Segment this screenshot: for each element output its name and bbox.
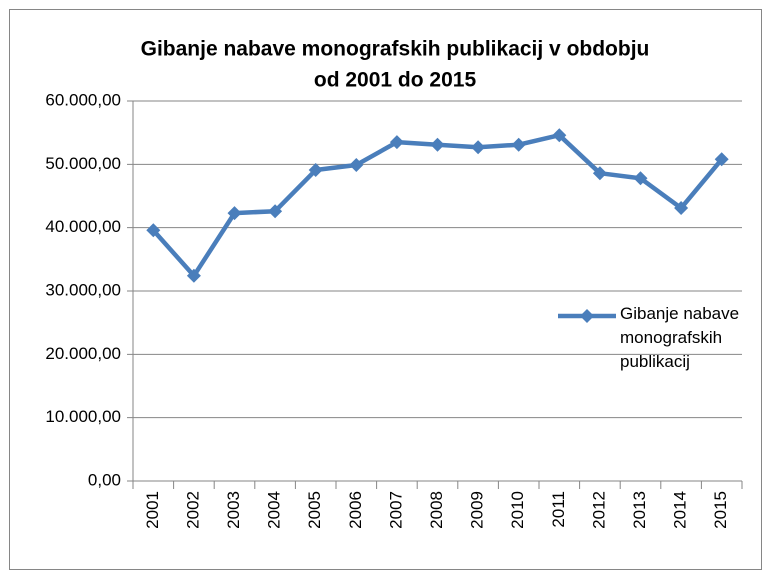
marker xyxy=(430,137,445,152)
marker xyxy=(349,157,364,172)
marker xyxy=(511,137,526,152)
marker xyxy=(552,128,567,143)
y-tick-label: 60.000,00 xyxy=(45,90,121,109)
x-tick-label: 2014 xyxy=(671,491,690,529)
chart-title: Gibanje nabave monografskih publikacij v… xyxy=(141,38,650,61)
x-tick-label: 2004 xyxy=(265,491,284,529)
x-tick-label: 2013 xyxy=(630,491,649,529)
x-tick-label: 2009 xyxy=(468,491,487,529)
x-tick-label: 2012 xyxy=(589,491,608,529)
chart-title: od 2001 do 2015 xyxy=(314,69,477,92)
marker xyxy=(268,204,283,219)
marker xyxy=(227,206,242,221)
y-tick-label: 40.000,00 xyxy=(45,217,121,236)
chart-border xyxy=(9,9,762,570)
legend-label: Gibanje nabave monografskih publikacij xyxy=(620,304,740,371)
marker xyxy=(146,223,161,238)
legend-marker xyxy=(580,309,594,323)
marker xyxy=(471,140,486,155)
y-tick-label: 30.000,00 xyxy=(45,280,121,299)
marker xyxy=(633,171,648,186)
marker xyxy=(714,152,729,167)
x-tick-label: 2001 xyxy=(143,491,162,529)
y-tick-label: 20.000,00 xyxy=(45,344,121,363)
x-tick-label: 2006 xyxy=(346,491,365,529)
x-tick-label: 2010 xyxy=(508,491,527,529)
marker xyxy=(674,201,689,216)
y-tick-label: 10.000,00 xyxy=(45,407,121,426)
x-tick-label: 2002 xyxy=(183,491,202,529)
marker xyxy=(308,163,323,178)
x-tick-label: 2003 xyxy=(224,491,243,529)
marker xyxy=(592,166,607,181)
marker xyxy=(186,268,201,283)
x-tick-label: 2007 xyxy=(386,491,405,529)
x-tick-label: 2005 xyxy=(305,491,324,529)
y-tick-label: 0,00 xyxy=(88,470,121,489)
x-tick-label: 2008 xyxy=(427,491,446,529)
x-tick-label: 2015 xyxy=(711,491,730,529)
y-tick-label: 50.000,00 xyxy=(45,154,121,173)
marker xyxy=(389,135,404,150)
x-tick-label: 2011 xyxy=(549,491,568,528)
